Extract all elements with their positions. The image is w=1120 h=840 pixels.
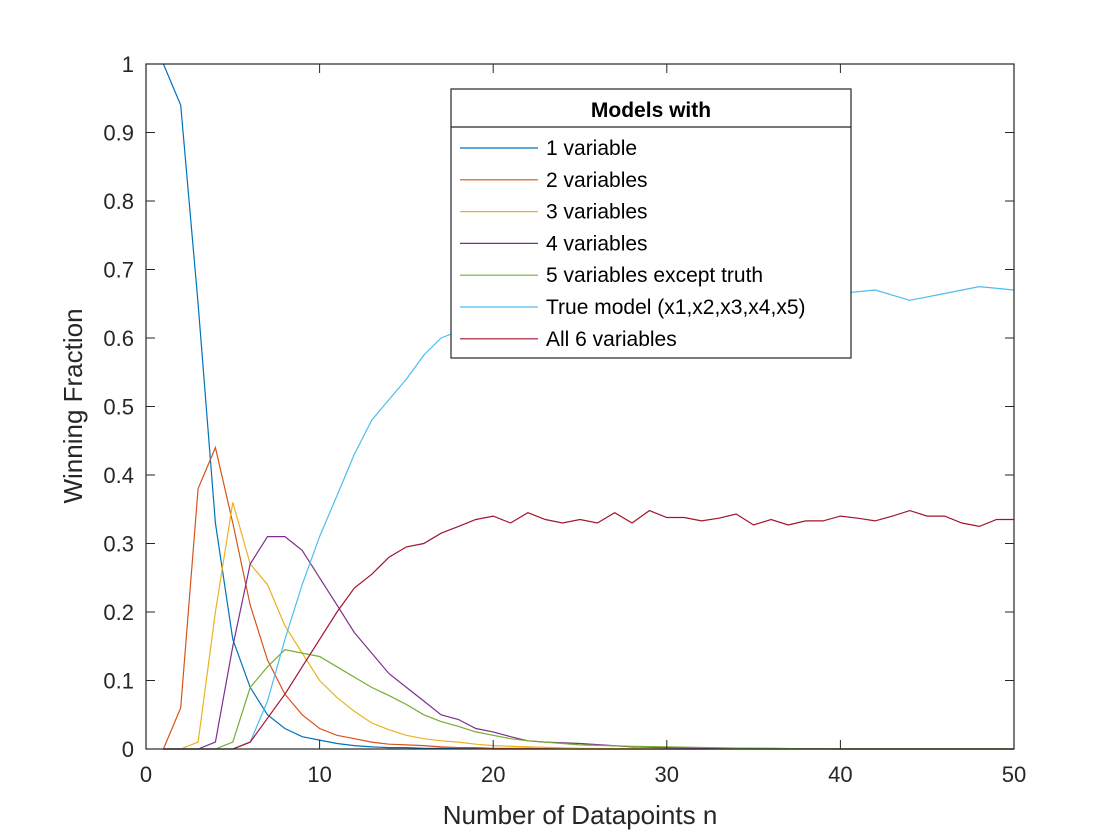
legend-label: 5 variables except truth (546, 264, 763, 287)
x-axis-title: Number of Datapoints n (443, 800, 718, 830)
legend-title: Models with (591, 99, 711, 122)
legend-entry: 4 variables (460, 232, 648, 255)
legend-label: 3 variables (546, 201, 648, 224)
legend-box (450, 88, 852, 359)
series-line-4 (163, 535, 1014, 750)
legend-entry: True model (x1,x2,x3,x4,x5) (460, 296, 806, 319)
y-tick-label: 0.8 (103, 189, 134, 214)
y-tick-label: 0.1 (103, 669, 134, 694)
y-tick-label: 0.2 (103, 600, 134, 625)
y-tick-label: 1 (122, 52, 134, 77)
legend-entry: All 6 variables (460, 328, 677, 351)
series-line-5 (163, 649, 1014, 750)
y-axis-title: Winning Fraction (58, 308, 88, 503)
x-tick-label: 10 (307, 762, 331, 787)
legend-label: 4 variables (546, 232, 648, 255)
legend-entry: 5 variables except truth (460, 264, 763, 287)
x-tick-label: 50 (1002, 762, 1026, 787)
y-tick-label: 0.4 (103, 463, 134, 488)
x-tick-label: 30 (655, 762, 679, 787)
legend-label: 1 variable (546, 137, 637, 160)
legend-label: All 6 variables (546, 328, 677, 351)
series-line-7 (163, 509, 1014, 750)
legend-entry: 1 variable (460, 137, 637, 160)
x-tick-label: 40 (828, 762, 852, 787)
y-tick-label: 0.6 (103, 326, 134, 351)
legend: Models with 1 variable 2 variables 3 varia… (450, 88, 852, 359)
legend-entry: 3 variables (460, 201, 648, 224)
legend-label: True model (x1,x2,x3,x4,x5) (546, 296, 806, 319)
y-tick-label: 0.3 (103, 532, 134, 557)
ticks-layer: 0 10 20 30 40 50 0 0.1 0.2 0.3 0.4 0.5 0.6 0.7 0.8 0.9 1 (103, 52, 1026, 787)
legend-entry: 2 variables (460, 169, 648, 192)
series-line-3 (163, 502, 1014, 750)
x-tick-label: 20 (481, 762, 505, 787)
legend-label: 2 variables (546, 169, 648, 192)
y-tick-label: 0.9 (103, 121, 134, 146)
series-line-2 (162, 445, 1014, 750)
x-tick-label: 0 (140, 762, 152, 787)
y-tick-label: 0.7 (103, 258, 134, 283)
legend-entries: 1 variable 2 variables 3 variables 4 variab… (460, 137, 806, 351)
y-tick-label: 0.5 (103, 395, 134, 420)
y-tick-label: 0 (122, 737, 134, 762)
